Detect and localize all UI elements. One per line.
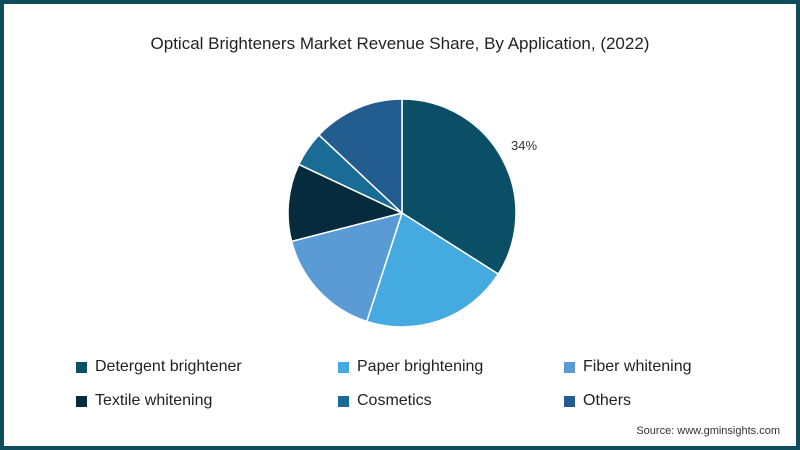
legend-item-cosmetics: Cosmetics xyxy=(338,392,432,410)
swatch-icon xyxy=(76,361,87,373)
legend-item-fiber: Fiber whitening xyxy=(564,358,692,376)
data-label-detergent: 34% xyxy=(511,138,538,153)
legend-item-detergent: Detergent brightener xyxy=(76,358,242,376)
pie-slice-fiber-whitening xyxy=(290,211,404,323)
pie-slice-textile-whitening xyxy=(287,163,405,243)
pie-slice-others xyxy=(317,98,403,215)
swatch-icon xyxy=(564,395,575,407)
chart-title: Optical Brighteners Market Revenue Share… xyxy=(150,34,650,53)
legend-item-paper: Paper brightening xyxy=(338,358,483,376)
swatch-icon xyxy=(76,395,87,407)
legend-item-others: Others xyxy=(564,392,631,410)
swatch-icon xyxy=(338,361,349,373)
source-note: Source: www.gminsights.com xyxy=(636,425,780,437)
pie-slice-paper-brightening xyxy=(365,211,500,328)
legend-item-textile: Textile whitening xyxy=(76,392,212,410)
swatch-icon xyxy=(338,395,349,407)
swatch-icon xyxy=(564,361,575,373)
